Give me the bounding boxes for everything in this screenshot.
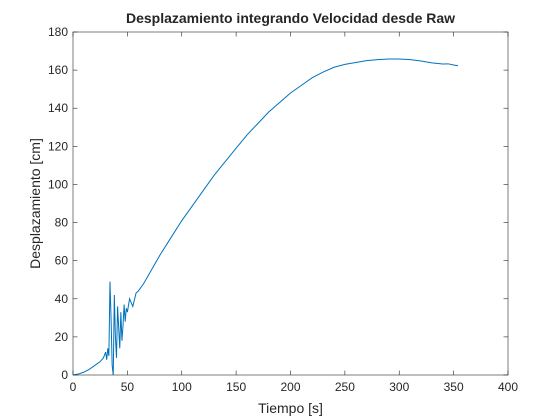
plot-area bbox=[73, 32, 508, 375]
y-tick-label: 160 bbox=[48, 63, 68, 77]
x-tick-label: 300 bbox=[389, 380, 409, 394]
y-tick-label: 60 bbox=[55, 254, 69, 268]
x-tick-label: 250 bbox=[335, 380, 355, 394]
y-tick-label: 180 bbox=[48, 25, 68, 39]
y-tick-label: 0 bbox=[61, 368, 68, 382]
x-tick-label: 0 bbox=[70, 380, 77, 394]
y-tick-label: 140 bbox=[48, 101, 68, 115]
y-tick-label: 40 bbox=[55, 292, 69, 306]
x-tick-label: 400 bbox=[498, 380, 518, 394]
x-tick-label: 200 bbox=[280, 380, 300, 394]
y-tick-label: 20 bbox=[55, 330, 69, 344]
y-tick-label: 80 bbox=[55, 216, 69, 230]
y-axis-label: Desplazamiento [cm] bbox=[27, 138, 43, 269]
x-axis-label: Tiempo [s] bbox=[258, 400, 323, 416]
y-tick-label: 100 bbox=[48, 177, 68, 191]
x-tick-label: 100 bbox=[172, 380, 192, 394]
x-tick-label: 50 bbox=[121, 380, 135, 394]
y-tick-label: 120 bbox=[48, 139, 68, 153]
x-tick-label: 350 bbox=[444, 380, 464, 394]
x-tick-label: 150 bbox=[226, 380, 246, 394]
chart-title: Desplazamiento integrando Velocidad desd… bbox=[126, 10, 455, 26]
